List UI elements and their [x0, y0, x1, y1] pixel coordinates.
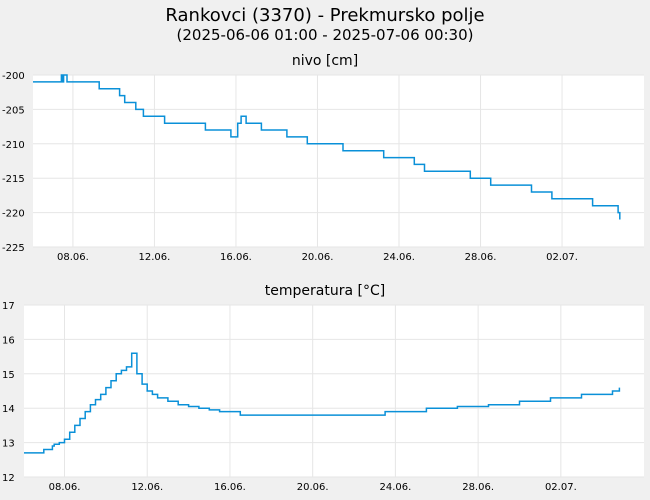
nivo-x-tick-label: 24.06.: [383, 252, 415, 263]
temperatura-panel-title: temperatura [°C]: [265, 283, 385, 299]
chart-subtitle: (2025-06-06 01:00 - 2025-07-06 00:30): [177, 26, 474, 44]
temperatura-y-tick-label: 15: [2, 370, 15, 381]
temperatura-y-tick-label: 16: [2, 335, 15, 346]
nivo-panel: nivo [cm] -200 -205 -210 -215 -220 -225 08.06…: [2, 53, 644, 263]
temperatura-x-tick-label: 12.06.: [131, 482, 163, 493]
nivo-y-axis: -200 -205 -210 -215 -220 -225: [2, 71, 25, 254]
nivo-x-tick-label: 08.06.: [57, 252, 89, 263]
chart-title: Rankovci (3370) - Prekmursko polje: [165, 5, 484, 26]
nivo-y-tick-label: -225: [2, 243, 25, 254]
nivo-y-tick-label: -200: [2, 71, 25, 82]
nivo-y-tick-label: -210: [2, 140, 25, 151]
nivo-y-tick-label: -205: [2, 105, 25, 116]
nivo-y-tick-label: -220: [2, 209, 25, 220]
nivo-x-tick-label: 12.06.: [139, 252, 171, 263]
nivo-series-line: [33, 74, 621, 220]
temperatura-y-tick-label: 13: [2, 439, 15, 450]
temperatura-y-tick-label: 12: [2, 473, 15, 484]
temperatura-x-tick-label: 28.06.: [462, 482, 494, 493]
temperatura-x-tick-label: 24.06.: [379, 482, 411, 493]
temperatura-plot-area: [24, 305, 644, 477]
temperatura-series: [24, 352, 621, 454]
nivo-x-axis: 08.06. 12.06. 16.06. 20.06. 24.06. 28.06. 02.0…: [57, 252, 578, 263]
temperatura-y-axis: 17 16 15 14 13 12: [2, 301, 15, 484]
nivo-x-tick-label: 16.06.: [220, 252, 252, 263]
temperatura-series-line: [24, 352, 621, 454]
temperatura-y-tick-label: 17: [2, 301, 15, 312]
nivo-y-tick-label: -215: [2, 174, 25, 185]
temperatura-x-axis: 08.06. 12.06. 16.06. 20.06. 24.06. 28.06. 02.0…: [49, 482, 577, 493]
nivo-x-tick-label: 28.06.: [465, 252, 497, 263]
temperatura-x-tick-label: 02.07.: [545, 482, 577, 493]
temperatura-x-tick-label: 20.06.: [297, 482, 329, 493]
nivo-x-tick-label: 02.07.: [546, 252, 578, 263]
nivo-plot-area: [33, 75, 644, 247]
temperatura-x-tick-label: 08.06.: [49, 482, 81, 493]
nivo-series: [33, 74, 621, 220]
nivo-panel-title: nivo [cm]: [292, 53, 358, 69]
temperatura-panel: temperatura [°C] 17 16 15 14 13 12 08.06. 12.0…: [2, 283, 644, 493]
nivo-x-tick-label: 20.06.: [302, 252, 334, 263]
temperatura-x-tick-label: 16.06.: [214, 482, 246, 493]
temperatura-y-tick-label: 14: [2, 404, 15, 415]
